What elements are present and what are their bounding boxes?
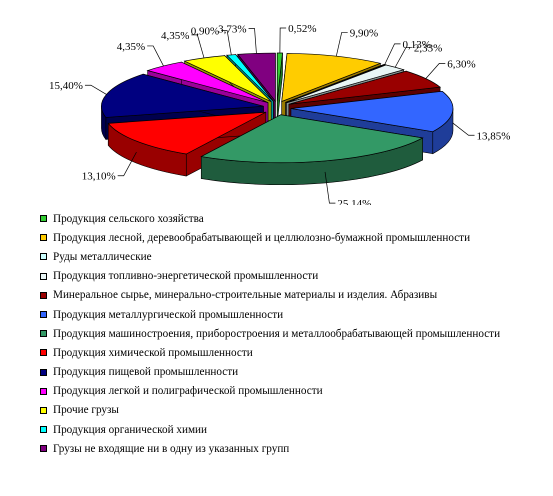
pie-leader-line	[191, 34, 205, 59]
legend-label: Продукция химической промышленности	[53, 346, 253, 359]
legend-swatch	[40, 368, 47, 376]
pie-value-label: 2,33%	[414, 43, 442, 55]
pie-slice	[276, 52, 283, 102]
legend-swatch	[40, 215, 47, 223]
pie-value-label: 6,30%	[447, 58, 475, 70]
pie-slice	[146, 61, 269, 103]
legend-item: Продукция металлургической промышленност…	[40, 305, 545, 324]
pie-labels: 0,52% 9,90%0,13%2,33%6,30%13,85%25,14%13,…	[49, 23, 510, 205]
pie-leader-line	[335, 32, 348, 57]
legend-item: Руды металлические	[40, 247, 545, 266]
legend-label: Минеральное сырье, минерально-строительн…	[53, 289, 438, 302]
legend-item: Продукция органической химии	[40, 420, 545, 439]
legend-item: Продукция сельского хозяйства	[40, 209, 545, 228]
legend-swatch	[40, 387, 47, 395]
pie-leader-line	[452, 122, 475, 136]
legend-swatch	[40, 330, 47, 338]
legend-label: Грузы не входящие ни в одну из указанных…	[53, 442, 290, 455]
pie-leader-line	[394, 47, 412, 68]
legend-label: Руды металлические	[53, 250, 152, 263]
legend-swatch	[40, 406, 47, 414]
pie-leader-line	[147, 45, 164, 67]
pie-slice	[107, 111, 266, 155]
pie-slice	[200, 114, 424, 164]
legend-item: Продукция лесной, деревообрабатывающей и…	[40, 228, 545, 247]
pie-leader-line	[248, 28, 257, 54]
pie-value-label: 0,52%	[288, 23, 316, 35]
pie-value-label: 4,35%	[117, 41, 145, 53]
legend-label: Продукция металлургической промышленност…	[53, 308, 284, 321]
legend-item: Продукция топливно-энергетической промыш…	[40, 267, 545, 286]
pie-value-label: 13,85%	[477, 130, 511, 142]
pie-value-label: 25,14%	[337, 198, 371, 205]
legend-label: Продукция легкой и полиграфической промы…	[53, 385, 323, 398]
legend-item: Продукция легкой и полиграфической промы…	[40, 382, 545, 401]
pie-slice	[101, 73, 264, 118]
legend-swatch	[40, 445, 47, 453]
chart-legend: Продукция сельского хозяйства Продукция л…	[40, 209, 545, 458]
legend-swatch	[40, 426, 47, 434]
legend-swatch	[40, 291, 47, 299]
pie-chart: 0,52% 9,90% 0,13% 2,33% 6,30% 13,85% 25,14% 13,…	[0, 0, 553, 205]
pie-leader-line	[425, 63, 446, 79]
legend-label: Продукция машиностроения, приборостроени…	[53, 327, 501, 340]
legend-label: Продукция топливно-энергетической промыш…	[53, 270, 319, 283]
legend-label: Продукция сельского хозяйства	[53, 212, 204, 225]
legend-swatch	[40, 253, 47, 261]
legend-label: Продукция органической химии	[53, 423, 208, 436]
pie-slice	[288, 70, 442, 105]
legend-swatch	[40, 349, 47, 357]
pie-leader-line	[221, 30, 232, 55]
legend-item: Продукция химической промышленности	[40, 343, 545, 362]
legend-label: Продукция лесной, деревообрабатывающей и…	[53, 231, 471, 244]
pie-slice	[183, 55, 272, 102]
pie-leader-line	[384, 43, 401, 65]
legend-swatch	[40, 272, 47, 280]
legend-item: Грузы не входящие ни в одну из указанных…	[40, 439, 545, 458]
legend-item: Продукция пищевой промышленности	[40, 363, 545, 382]
pie-value-label: 4,35%	[161, 30, 189, 42]
pie-value-label: 15,40%	[49, 80, 83, 92]
pie-leader-line	[117, 151, 137, 177]
pie-value-label: 3,73%	[218, 24, 246, 36]
legend-item: Минеральное сырье, минерально-строительн…	[40, 286, 545, 305]
legend-label: Прочие грузы	[53, 404, 119, 417]
pie-chart-svg: 0,52% 9,90%0,13%2,33%6,30%13,85%25,14%13,…	[49, 23, 510, 205]
pie-value-label: 13,10%	[82, 171, 116, 183]
pie-slice	[290, 90, 454, 133]
pie-tops	[101, 52, 454, 164]
pie-leader-line	[84, 84, 107, 95]
pie-value-label: 9,90%	[350, 27, 378, 39]
pie-value-label: 0,90%	[191, 26, 219, 38]
legend-swatch	[40, 311, 47, 319]
pie-leader-line	[324, 171, 336, 204]
legend-label: Продукция пищевой промышленности	[53, 366, 239, 379]
legend-swatch	[40, 234, 47, 242]
legend-item: Прочие грузы	[40, 401, 545, 420]
pie-leader-line	[279, 27, 287, 54]
legend-item: Продукция машиностроения, приборостроени…	[40, 324, 545, 343]
